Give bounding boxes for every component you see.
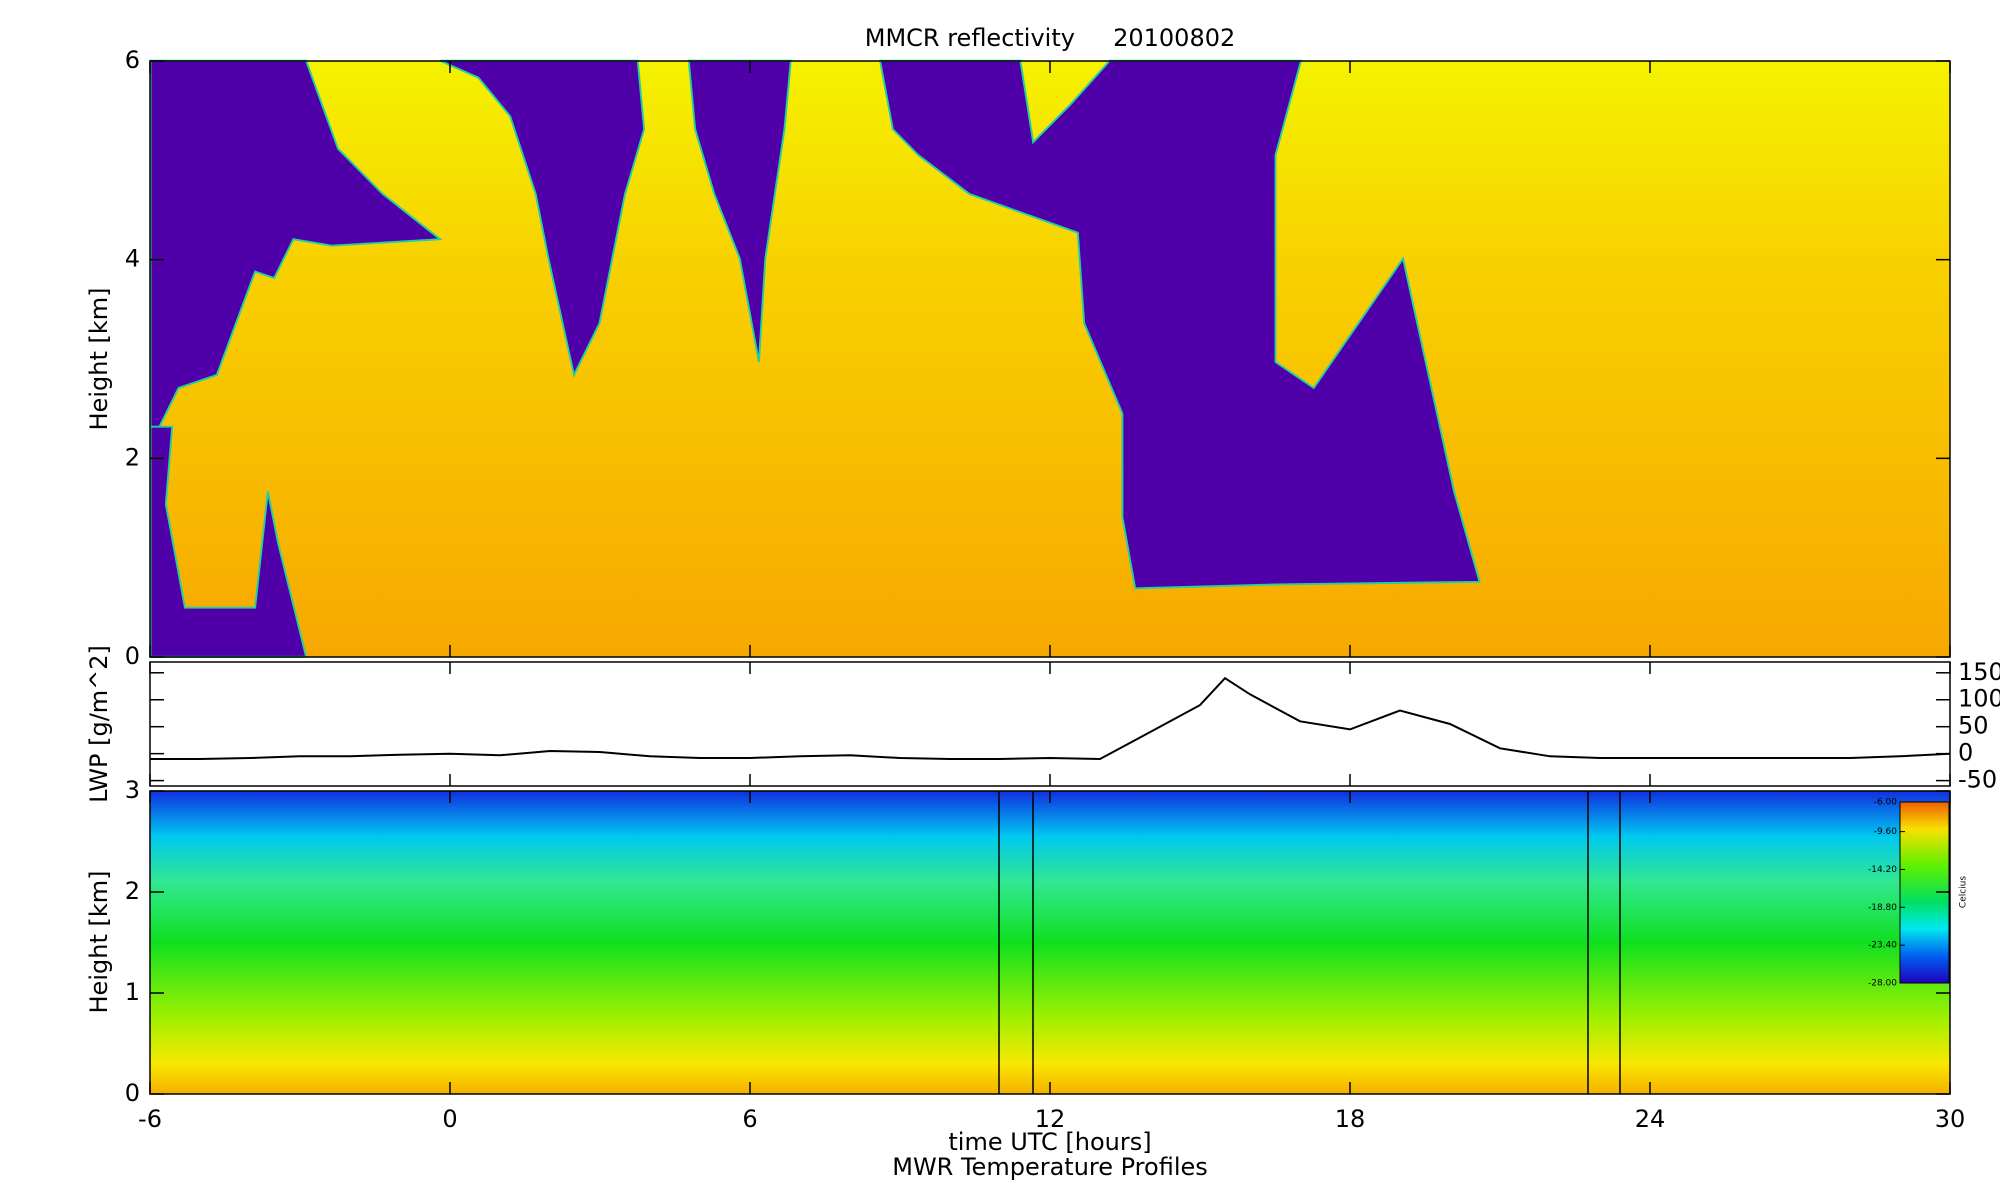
colorbar-tick-label: -18.80 bbox=[1868, 903, 1897, 913]
y-tick-label: 0 bbox=[125, 1079, 140, 1107]
y-axis-label: LWP [g/m^2] bbox=[85, 645, 113, 803]
y-tick-label: 4 bbox=[125, 245, 140, 273]
colorbar-tick-label: -14.20 bbox=[1868, 865, 1897, 875]
y-tick-label: 2 bbox=[125, 443, 140, 471]
y-tick-label: -50 bbox=[1958, 766, 1997, 794]
x-tick-label: 18 bbox=[1335, 1105, 1366, 1133]
y-tick-label: 0 bbox=[1958, 739, 1973, 767]
chart-title: MMCR reflectivity 20100802 bbox=[865, 24, 1236, 52]
x-axis-label: time UTC [hours] bbox=[948, 1128, 1151, 1156]
clear-region bbox=[687, 59, 792, 363]
x-tick-label: 0 bbox=[442, 1105, 457, 1133]
lwp-line bbox=[150, 676, 1951, 761]
clear-region bbox=[439, 59, 646, 378]
clear-sky-regions bbox=[149, 59, 1481, 658]
missing-data-lines bbox=[998, 791, 1621, 1094]
temperature-field bbox=[150, 791, 1950, 1094]
y-tick-label: 6 bbox=[125, 46, 140, 74]
x-tick-label: 30 bbox=[1935, 1105, 1966, 1133]
x-tick-label: 24 bbox=[1635, 1105, 1666, 1133]
x-tick-label: -6 bbox=[138, 1105, 162, 1133]
colorbar-tick-label: -6.00 bbox=[1874, 798, 1898, 808]
y-tick-label: 1 bbox=[125, 978, 140, 1006]
clear-region bbox=[149, 59, 443, 443]
colorbar-tick-label: -23.40 bbox=[1868, 941, 1897, 951]
colorbar-tick-label: -28.00 bbox=[1868, 979, 1897, 989]
panel-frame bbox=[149, 661, 1951, 787]
y-tick-label: 2 bbox=[125, 877, 140, 905]
colorbar-tick-label: -9.60 bbox=[1874, 827, 1898, 837]
y-tick-label: 50 bbox=[1958, 712, 1989, 740]
y-tick-label: 150 bbox=[1958, 658, 2000, 686]
x-tick-label: 12 bbox=[1035, 1105, 1066, 1133]
clear-region bbox=[878, 59, 1481, 590]
y-axis-label: Height [km] bbox=[85, 871, 113, 1014]
y-tick-label: 0 bbox=[125, 642, 140, 670]
colorbar-label: Celcius bbox=[1959, 876, 1969, 908]
y-axis-label: Height [km] bbox=[85, 288, 113, 431]
x-tick-label: 6 bbox=[742, 1105, 757, 1133]
y-tick-label: 3 bbox=[125, 776, 140, 804]
y-tick-label: 100 bbox=[1958, 685, 2000, 713]
subtitle: MWR Temperature Profiles bbox=[892, 1153, 1208, 1181]
